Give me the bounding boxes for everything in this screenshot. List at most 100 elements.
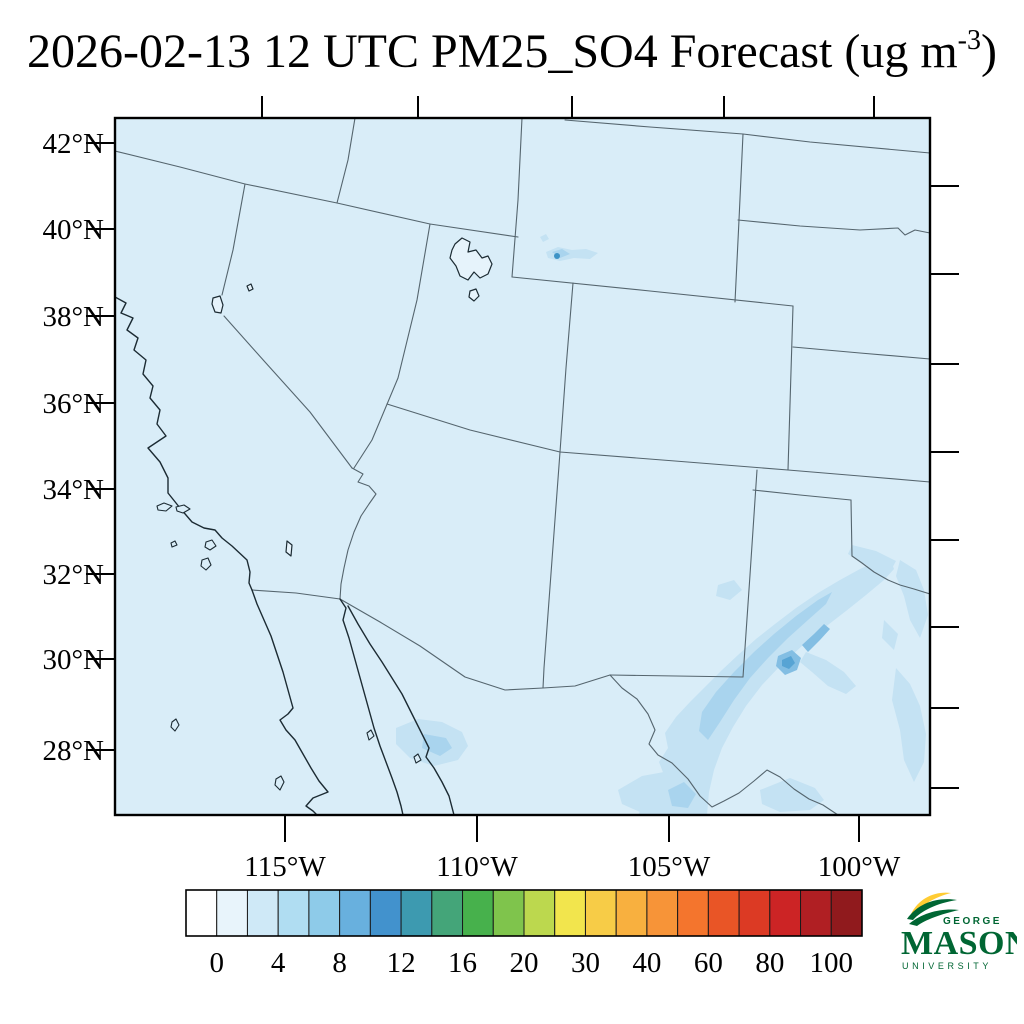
state-border-line [542,674,611,689]
pm25-so4-plume-core-wyoming [554,253,560,259]
coastline [115,296,253,591]
pm25-so4-plume-level-1 [716,580,742,600]
latitude-label: 34°N [42,474,104,506]
colorbar-cell [646,889,679,937]
island-outline [156,502,173,512]
colorbar-tick-label: 16 [448,947,477,979]
state-border-line [850,499,853,557]
island-outline [413,753,422,764]
axis-labels: 42°N 40°N 38°N 36°N 34°N 32°N 30°N 28°N 115°W 110… [42,128,900,883]
coastlines [115,296,455,815]
title-text: 2026-02-13 12 UTC PM25_SO4 Forecast (ug … [27,25,958,78]
colorbar-cell [769,889,802,937]
colorbar-tick-label: 30 [571,947,600,979]
lake-outline [285,540,293,557]
pm25-so4-plume-level-1 [760,778,824,812]
gmu-logo: GEORGE MASON UNIVERSITY [895,890,1024,978]
colorbar-tick-label: 80 [755,947,784,979]
colorbar-cell [400,889,433,937]
colorbar-tick-label: 20 [510,947,539,979]
state-border-line [609,674,839,815]
lake-outline [468,288,480,302]
pm25-so4-plume-level-3 [802,624,830,652]
pm25-so4-plume-level-1 [848,545,896,572]
state-border-line [742,469,758,678]
colorbar-tick-label: 8 [332,947,347,979]
state-borders [115,118,930,815]
colorbar-cell [462,889,494,937]
colorbar-outline [185,889,863,937]
logo-george-text: GEORGE [943,916,1002,927]
map-ocean-land-fill [115,118,930,815]
pm25-so4-plume-level-4 [782,656,795,669]
pm25-so4-plume-level-1 [800,652,856,694]
latitude-label: 42°N [42,128,104,160]
longitude-label: 105°W [628,851,711,883]
state-border-line [115,150,519,238]
pm25-so4-plume-level-1 [896,560,928,638]
state-border-line [221,183,246,296]
state-border-line [737,219,930,236]
island-outline [274,775,285,791]
pm25-so4-plume-level-1 [892,668,926,782]
state-border-line [792,346,930,360]
pm25-so4-plume-level-1 [882,620,898,650]
island-outline [204,539,217,551]
colorbar-cell [800,889,832,937]
colorbar: 0 4 8 12 16 20 30 40 60 80 100 [185,889,863,979]
colorbar-cell [830,889,863,937]
state-border-line [542,451,561,689]
lake-outline [211,295,224,314]
latitude-label: 28°N [42,735,104,767]
lake-outline [246,283,254,292]
map-frame-border [113,116,932,817]
pm25-so4-plume-level-1 [638,561,894,815]
state-border-line [787,305,794,471]
pm25-so4-plume-level-2 [552,249,570,258]
pm25-so4-plume-level-2 [699,592,832,740]
colorbar-cell [615,889,648,937]
colorbar-cell [492,889,525,937]
latitude-label: 32°N [42,559,104,591]
lakes [211,237,493,557]
map-background [115,118,930,815]
island-outline [366,729,375,741]
island-outline [170,540,178,548]
state-border-line [339,598,544,691]
island-outline [200,557,212,571]
colorbar-cell [369,889,402,937]
longitude-label: 110°W [436,851,518,883]
page-title: 2026-02-13 12 UTC PM25_SO4 Forecast (ug … [0,24,1024,79]
latitude-label: 30°N [42,644,104,676]
coastline [339,598,404,815]
island-outline [175,504,191,514]
state-border-line [609,674,744,678]
gmu-swoosh-icon [907,892,959,926]
pm25-so4-plume-level-2 [422,734,452,756]
pm25-so4-shading [396,234,928,815]
coastline [251,589,329,815]
state-border-line [223,315,353,469]
state-border-line [851,555,930,595]
colorbar-cell [738,889,771,937]
colorbar-tick-label: 40 [632,947,661,979]
colorbar-cell [554,889,586,937]
colorbar-cell [677,889,709,937]
title-superscript: -3 [957,25,981,56]
state-border-line [386,403,930,483]
colorbar-cell [707,889,740,937]
colorbar-cell [523,889,556,937]
pm25-so4-plume-level-2 [668,782,696,808]
coastline [347,605,455,815]
latitude-label: 36°N [42,388,104,420]
lake-outline [449,237,493,281]
colorbar-tick-label: 60 [694,947,723,979]
map-frame [113,116,932,817]
colorbar-cell [431,889,464,937]
state-border-line [511,276,794,307]
logo-university-text: UNIVERSITY [902,961,992,971]
latitude-label: 38°N [42,301,104,333]
latitude-label: 40°N [42,214,104,246]
longitude-label: 115°W [244,851,326,883]
